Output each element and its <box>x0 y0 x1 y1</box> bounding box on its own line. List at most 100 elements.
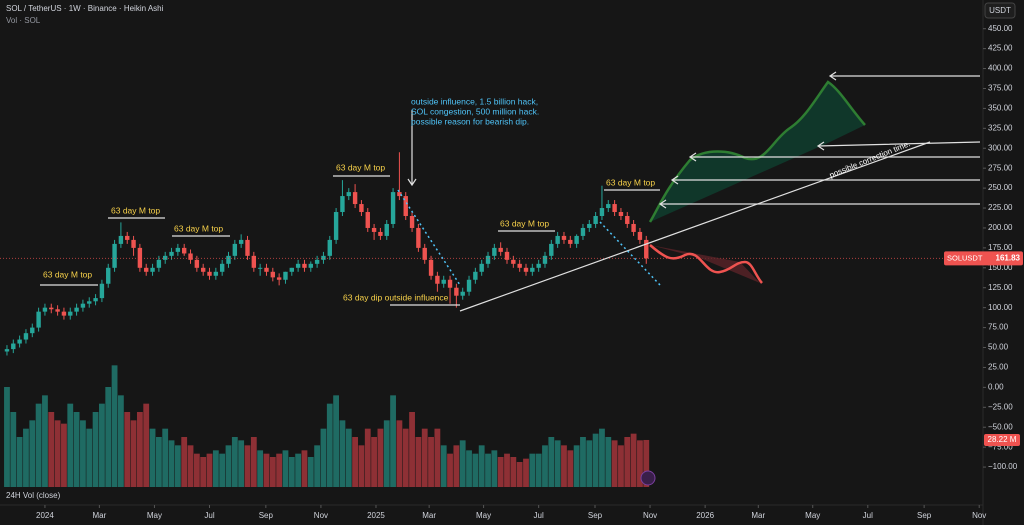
volume-bar <box>10 412 17 487</box>
volume-bar <box>16 437 23 487</box>
candle-body <box>422 247 427 260</box>
volume-bar <box>491 450 498 487</box>
arrow <box>658 199 980 209</box>
volume-bar <box>333 395 340 487</box>
candle-body <box>498 247 503 252</box>
symbol-title: SOL / TetherUS · 1W · Binance · Heikin A… <box>6 4 164 13</box>
price-tag <box>944 251 1023 266</box>
candle-body <box>466 279 472 292</box>
trend-line <box>459 141 931 312</box>
candle-body <box>226 255 231 264</box>
volume-bar <box>105 387 112 487</box>
level-arrows <box>40 71 981 306</box>
candle-body <box>188 253 193 260</box>
volume-bar <box>447 453 453 487</box>
volume-bar <box>99 403 105 487</box>
annotation: 63 day M top <box>500 218 549 228</box>
annotation: 63 day M top <box>606 177 655 187</box>
volume-bar <box>630 433 637 487</box>
candle-body <box>644 239 649 259</box>
candle-body <box>251 255 257 268</box>
volume-bar <box>421 428 428 487</box>
candle-body <box>485 255 491 264</box>
volume-bar <box>542 445 548 487</box>
candle-body <box>333 212 339 240</box>
volume-bar <box>276 453 283 487</box>
projection-area <box>650 82 865 222</box>
volume-bar <box>124 412 131 487</box>
candle-body <box>302 263 307 268</box>
volume-bar <box>225 445 232 487</box>
volume-bar <box>390 395 396 487</box>
y-tick-label: 300.00 <box>988 143 1013 152</box>
y-tick-label: 450.00 <box>988 24 1013 33</box>
candle-body <box>549 243 554 256</box>
underline <box>40 175 660 306</box>
candle-body <box>536 263 541 268</box>
volume-bar <box>143 403 150 487</box>
candle-body <box>245 239 250 256</box>
candle-body <box>409 216 415 228</box>
y-tick-label: 75.00 <box>988 323 1009 332</box>
x-tick-label: May <box>476 511 491 520</box>
volume-bar <box>516 462 523 487</box>
y-tick-label: 400.00 <box>988 64 1013 73</box>
candle-body <box>23 333 29 340</box>
volume-bar <box>326 403 333 487</box>
volume-bar <box>155 437 162 487</box>
volume-bar <box>440 445 447 487</box>
candle-body <box>137 247 143 268</box>
volume-bar <box>73 412 80 487</box>
volume-bar <box>181 437 188 487</box>
volume-bar <box>580 437 586 487</box>
candle-body <box>169 251 174 256</box>
candle-body <box>232 243 238 256</box>
x-tick-label: 2025 <box>367 511 385 520</box>
x-tick-label: Mar <box>751 511 765 520</box>
volume-bar <box>4 387 10 487</box>
candle-body <box>276 277 282 280</box>
y-tick-label: 275.00 <box>988 163 1013 172</box>
volume-bar <box>364 428 371 487</box>
volume-bar <box>314 445 321 487</box>
x-tick-label: Nov <box>643 511 657 520</box>
candle-body <box>150 267 155 272</box>
currency-button[interactable] <box>984 2 1016 19</box>
candle-body <box>416 227 421 248</box>
arrow <box>688 152 980 162</box>
volume-bar <box>301 450 308 487</box>
plot-layer <box>0 152 983 487</box>
y-tick-label: −100.00 <box>988 462 1018 471</box>
volume-bar <box>358 445 365 487</box>
candle-body <box>144 267 149 272</box>
volume-bar <box>307 457 314 487</box>
candle-body <box>599 208 605 217</box>
candle-body <box>504 251 510 260</box>
y-tick-label: 150.00 <box>988 263 1013 272</box>
volume-bar <box>383 420 390 487</box>
candle-body <box>61 311 67 316</box>
volume-bar <box>117 395 124 487</box>
candle-body <box>175 247 181 252</box>
volume-bar <box>86 428 93 487</box>
volume-bar <box>377 428 384 487</box>
volume-bar <box>624 437 631 487</box>
volume-bar <box>396 420 403 487</box>
volume-bar <box>605 437 612 487</box>
candle-body <box>568 239 573 244</box>
event-icon[interactable] <box>640 470 656 486</box>
bearish-projection <box>649 244 763 284</box>
y-tick-label: 425.00 <box>988 44 1013 53</box>
candle-body <box>365 212 370 228</box>
currency-label[interactable]: USDT <box>989 6 1011 15</box>
candle-body <box>403 196 408 217</box>
candle-body <box>17 339 22 344</box>
candle-body <box>631 223 636 232</box>
candle-body <box>118 235 124 244</box>
y-tick-label: 125.00 <box>988 283 1013 292</box>
volume-bar <box>263 453 270 487</box>
candle-body <box>131 239 136 248</box>
candle-body <box>606 204 611 209</box>
volume-bar <box>643 439 650 487</box>
